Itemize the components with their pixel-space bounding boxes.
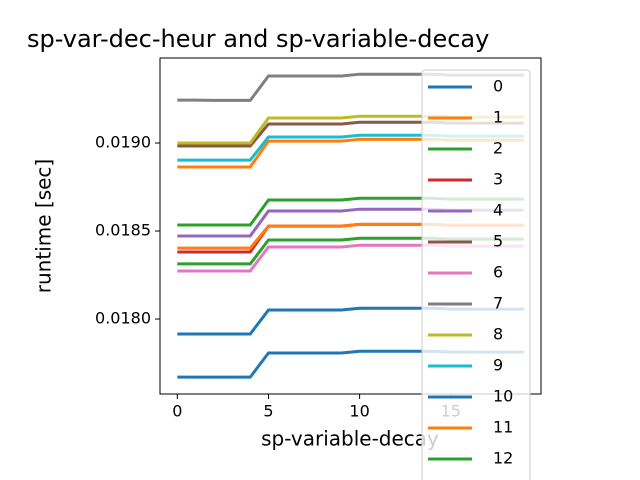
x-tick-label: 10 bbox=[349, 402, 369, 421]
legend-label: 5 bbox=[493, 232, 503, 251]
plot-frame bbox=[159, 57, 542, 395]
x-axis-label: sp-variable-decay bbox=[261, 427, 439, 451]
legend-label: 2 bbox=[493, 139, 503, 158]
y-axis-label: runtime [sec] bbox=[32, 159, 56, 293]
y-tick-label: 0.0190 bbox=[95, 133, 151, 152]
chart-title: sp-var-dec-heur and sp-variable-decay bbox=[27, 25, 489, 53]
legend-box bbox=[421, 69, 531, 480]
x-tick-label: 0 bbox=[172, 402, 182, 421]
legend-label: 3 bbox=[493, 170, 503, 189]
legend-label: 7 bbox=[493, 294, 503, 313]
y-tick-label: 0.0185 bbox=[95, 221, 151, 240]
legend-label: 10 bbox=[493, 387, 513, 406]
legend-label: 8 bbox=[493, 325, 503, 344]
y-tick-label: 0.0180 bbox=[95, 309, 151, 328]
legend-label: 0 bbox=[493, 77, 503, 96]
legend-label: 4 bbox=[493, 201, 503, 220]
legend-label: 12 bbox=[493, 449, 513, 468]
legend-label: 9 bbox=[493, 356, 503, 375]
legend-label: 1 bbox=[493, 108, 503, 127]
legend-label: 11 bbox=[493, 418, 513, 437]
legend-label: 6 bbox=[493, 263, 503, 282]
x-tick-label: 5 bbox=[263, 402, 273, 421]
